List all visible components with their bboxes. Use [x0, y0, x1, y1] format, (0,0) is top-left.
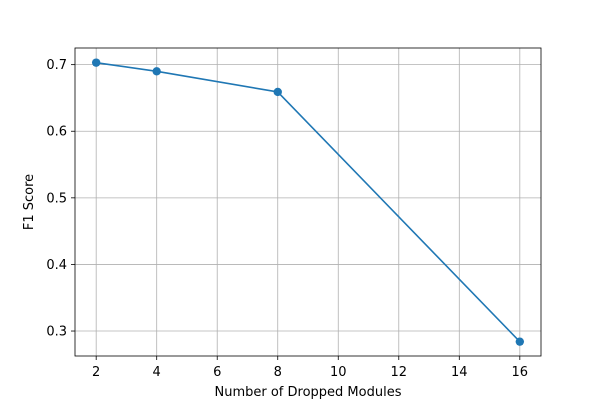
x-tick-label: 16 — [512, 365, 529, 380]
x-tick-label: 2 — [92, 365, 100, 380]
x-tick-label: 10 — [330, 365, 347, 380]
data-point-marker — [273, 87, 282, 97]
y-axis-label: F1 Score — [22, 174, 37, 230]
x-tick-label: 8 — [274, 365, 282, 380]
x-tick-label: 12 — [391, 365, 408, 380]
data-point-marker — [152, 67, 161, 76]
data-point-marker — [91, 58, 101, 67]
x-tick-label: 6 — [213, 365, 221, 380]
grid — [75, 48, 541, 356]
y-tick-label: 0.3 — [46, 325, 67, 340]
x-tick-label: 4 — [153, 365, 161, 380]
y-tick-label: 0.7 — [46, 58, 67, 73]
ticks: 2 4 6 8 10 12 14 16 0.3 0.4 0.5 0.6 0.7 — [46, 58, 528, 380]
x-axis-label: Number of Dropped Modules — [215, 385, 402, 400]
y-tick-label: 0.4 — [46, 258, 67, 273]
plot-area-frame — [74, 47, 542, 357]
y-tick-label: 0.6 — [46, 125, 67, 140]
series-layer — [91, 58, 525, 346]
y-tick-label: 0.5 — [46, 191, 67, 206]
data-point-marker — [515, 337, 525, 346]
series-line — [96, 61, 521, 343]
x-tick-label: 14 — [451, 365, 468, 380]
